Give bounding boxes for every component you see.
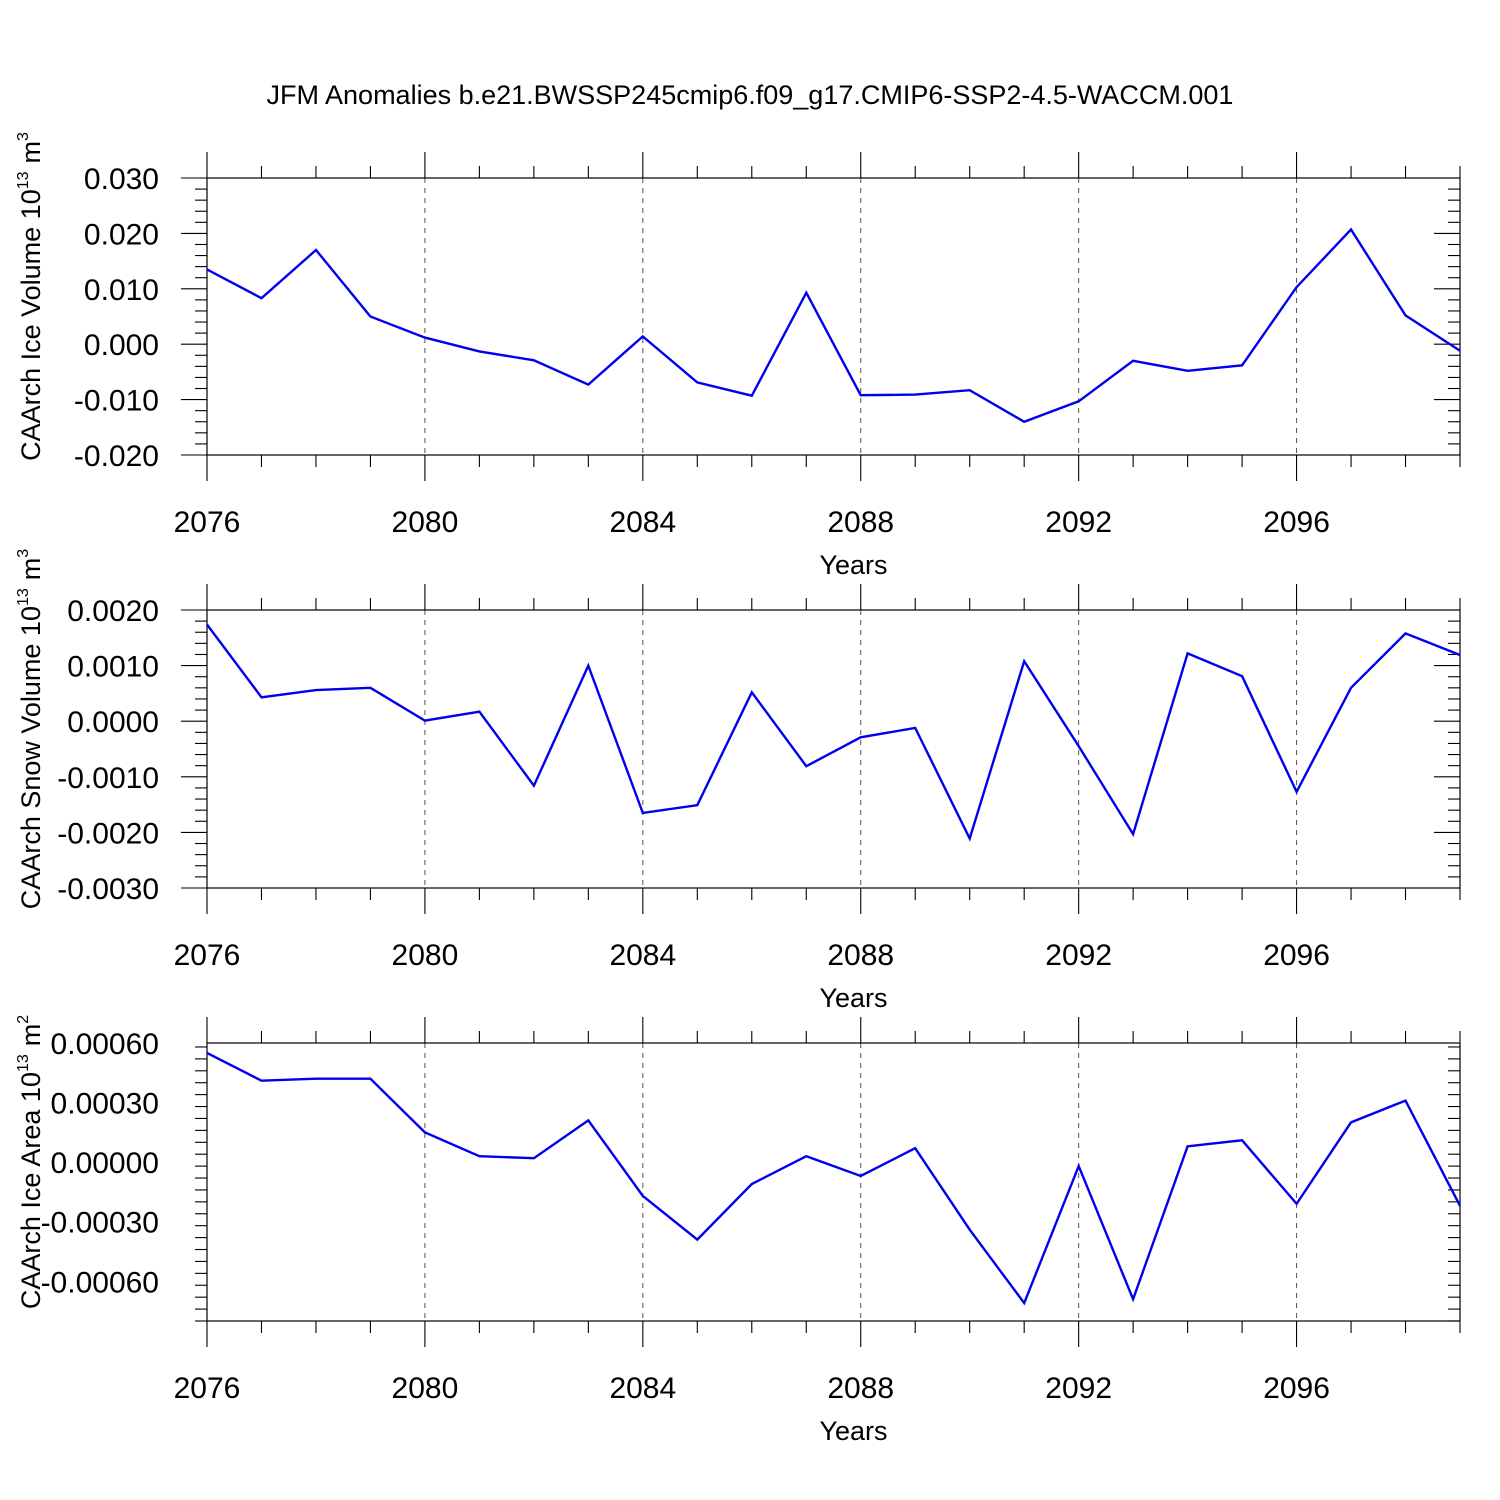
y-axis-label: CAArch Ice Area 1013 m2: [15, 1015, 46, 1309]
y-tick-label: 0.030: [84, 163, 159, 196]
y-tick-label: 0.0010: [67, 651, 159, 684]
y-axis-label-unit-exponent: 3: [15, 132, 32, 141]
x-grid-lines: [424, 178, 1298, 455]
plot-frame: [206, 177, 1461, 456]
x-tick-label: 2076: [174, 506, 241, 539]
x-tick-label: 2080: [392, 939, 459, 972]
x-grid-lines: [424, 1043, 1298, 1321]
x-tick-labels: 2076 2080 2084 2088 2092 2096: [174, 1372, 1330, 1405]
y-tick-label: 0.00030: [51, 1088, 159, 1121]
panel-ice-volume: -0.020 -0.010 0.000 0.010 0.020 0.030 2076 208…: [15, 132, 1461, 580]
figure-title: JFM Anomalies b.e21.BWSSP245cmip6.f09_g1…: [267, 80, 1234, 110]
x-tick-labels: 2076 2080 2084 2088 2092 2096: [174, 939, 1330, 972]
y-tick-label: 0.0000: [67, 706, 159, 739]
panel-ice-area: -0.00060 -0.00030 0.00000 0.00030 0.00060 20…: [15, 1015, 1462, 1446]
y-tick-label: -0.0020: [57, 817, 159, 850]
plot-frame: [206, 609, 1461, 889]
x-axis-label: Years: [819, 550, 887, 580]
x-tick-labels: 2076 2080 2084 2088 2092 2096: [174, 506, 1330, 539]
y-tick-label: 0.000: [84, 329, 159, 362]
y-axis-label-unit-exponent: 3: [15, 549, 32, 558]
plot-frame: [206, 1042, 1461, 1322]
y-axis-label-exponent: 13: [15, 588, 32, 606]
x-axis-label: Years: [819, 983, 887, 1013]
y-tick-label: 0.0020: [67, 595, 159, 628]
y-axis-label-unit: m: [16, 1024, 46, 1047]
y-axis-label-text: CAArch Ice Volume 10: [16, 189, 46, 461]
y-tick-label: 0.00000: [51, 1147, 159, 1180]
x-tick-label: 2080: [392, 1372, 459, 1405]
axis-ticks: [195, 1017, 1461, 1347]
x-tick-label: 2096: [1263, 939, 1330, 972]
y-axis-label: CAArch Snow Volume 1013 m3: [15, 549, 46, 909]
y-tick-labels: -0.00060 -0.00030 0.00000 0.00030 0.00060: [41, 1028, 159, 1299]
y-axis-label-text: CAArch Ice Area 10: [16, 1072, 46, 1309]
x-grid-lines: [424, 610, 1298, 888]
x-tick-label: 2084: [609, 939, 676, 972]
snow-volume-series-line: [206, 623, 1461, 842]
y-tick-label: 0.020: [84, 218, 159, 251]
y-axis-label-exponent: 13: [15, 171, 32, 189]
y-axis-label-text: CAArch Snow Volume 10: [16, 606, 46, 909]
y-tick-labels: -0.0030 -0.0020 -0.0010 0.0000 0.0010 0.0020: [57, 595, 159, 906]
x-axis-label: Years: [819, 1416, 887, 1446]
y-axis-label-unit-exponent: 2: [15, 1015, 32, 1024]
y-tick-label: -0.00060: [41, 1266, 159, 1299]
axis-ticks: [181, 152, 1461, 481]
x-tick-label: 2092: [1045, 506, 1112, 539]
x-tick-label: 2076: [174, 1372, 241, 1405]
x-tick-label: 2084: [609, 1372, 676, 1405]
y-tick-label: 0.00060: [51, 1028, 159, 1061]
ice-volume-series-line: [206, 227, 1461, 424]
x-tick-label: 2096: [1263, 1372, 1330, 1405]
y-axis-label-unit: m: [16, 558, 46, 581]
y-axis-label-unit: m: [16, 141, 46, 164]
y-tick-label: -0.010: [74, 385, 159, 418]
x-tick-label: 2092: [1045, 1372, 1112, 1405]
y-tick-label: -0.00030: [41, 1207, 159, 1240]
y-tick-label: -0.0010: [57, 762, 159, 795]
x-tick-label: 2088: [827, 1372, 894, 1405]
ice-area-series-line: [206, 1051, 1462, 1306]
x-tick-label: 2092: [1045, 939, 1112, 972]
y-tick-label: -0.020: [74, 440, 159, 473]
y-axis-label-exponent: 13: [15, 1054, 32, 1072]
x-tick-label: 2076: [174, 939, 241, 972]
x-tick-label: 2088: [827, 506, 894, 539]
axis-ticks: [181, 584, 1461, 914]
x-tick-label: 2084: [609, 506, 676, 539]
x-tick-label: 2096: [1263, 506, 1330, 539]
panel-snow-volume: -0.0030-0.0020-0.00100.00000.00100.0020 …: [15, 549, 1461, 1013]
x-tick-label: 2088: [827, 939, 894, 972]
y-axis-label: CAArch Ice Volume 1013 m3: [15, 132, 46, 461]
y-tick-labels: -0.020 -0.010 0.000 0.010 0.020 0.030: [74, 163, 159, 473]
y-tick-label: 0.010: [84, 274, 159, 307]
x-tick-label: 2080: [392, 506, 459, 539]
y-tick-label: -0.0030: [57, 873, 159, 906]
